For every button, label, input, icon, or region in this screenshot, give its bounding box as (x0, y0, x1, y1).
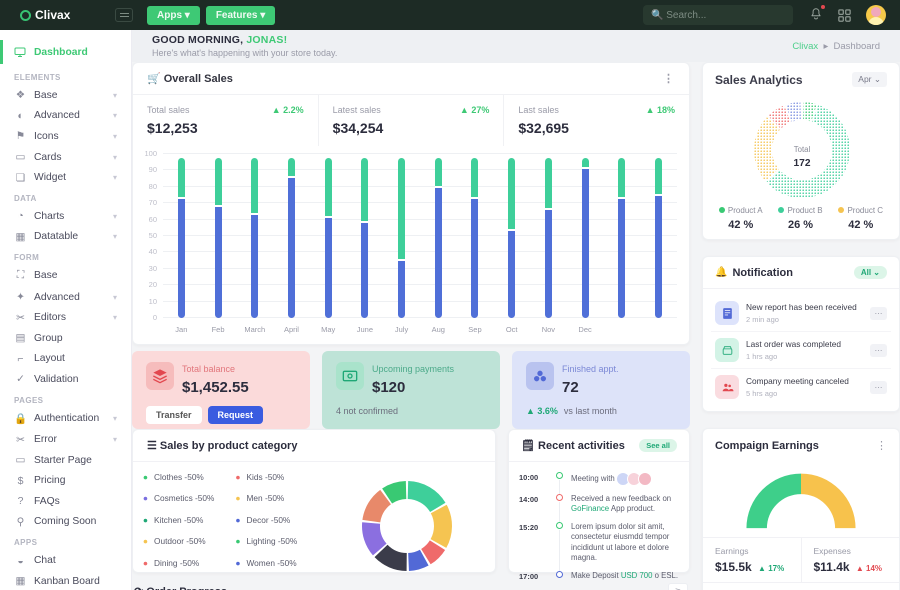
svg-text:Total: Total (794, 145, 811, 154)
svg-text:172: 172 (794, 158, 811, 169)
